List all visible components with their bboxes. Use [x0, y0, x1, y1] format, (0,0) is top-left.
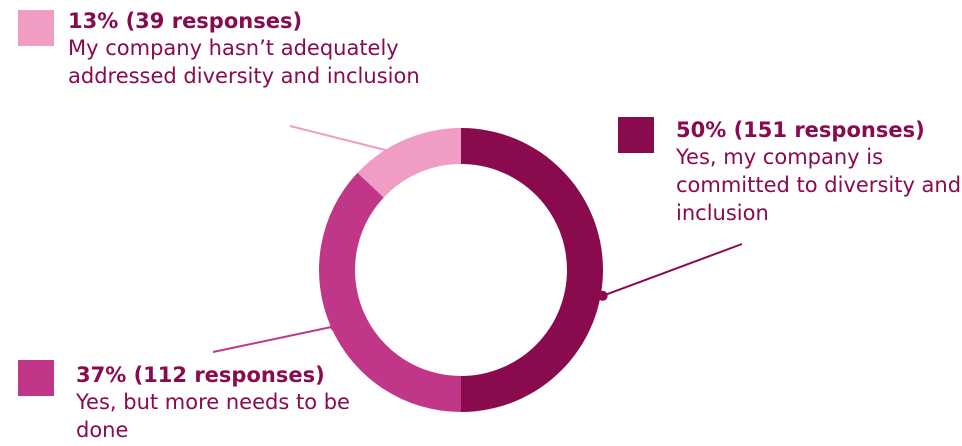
callout-more-needed: 37% (112 responses) Yes, but more needs …: [76, 362, 356, 444]
slice-value-label-not-addressed: 13% (39 responses): [68, 9, 303, 33]
slice-value-label-more-needed: 37% (112 responses): [76, 363, 325, 387]
leader-line-more-needed: [212, 325, 336, 353]
legend-swatch-committed: [618, 117, 654, 153]
legend-swatch-not-addressed: [18, 10, 54, 46]
callout-committed: 50% (151 responses) Yes, my company is c…: [676, 117, 962, 227]
slice-description-more-needed: Yes, but more needs to be done: [76, 390, 350, 442]
slice-value-label-committed: 50% (151 responses): [676, 118, 925, 142]
donut-slice-committed: [461, 128, 603, 412]
donut-slice-more-needed: [319, 172, 461, 412]
slice-description-committed: Yes, my company is committed to diversit…: [676, 145, 962, 225]
leader-line-committed: [602, 243, 743, 297]
leader-lines: [212, 125, 743, 353]
leader-dot-committed: [597, 290, 608, 301]
donut-slices: [319, 128, 603, 412]
leader-dot-more-needed: [329, 321, 340, 332]
slice-description-not-addressed: My company hasn’t adequately addressed d…: [68, 36, 420, 88]
legend-swatch-more-needed: [18, 360, 54, 396]
donut-slice-not-addressed: [357, 128, 461, 198]
leader-line-not-addressed: [289, 125, 389, 152]
callout-not-addressed: 13% (39 responses) My company hasn’t ade…: [68, 8, 508, 90]
